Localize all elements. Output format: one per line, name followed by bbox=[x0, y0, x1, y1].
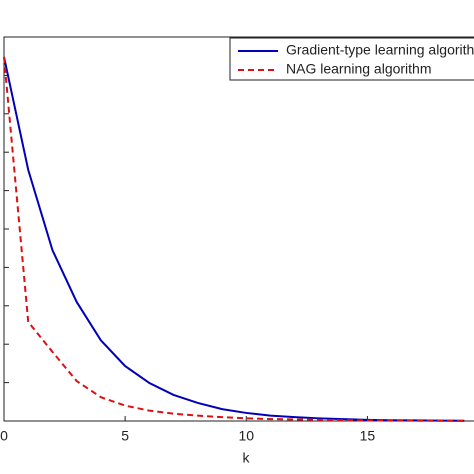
x-tick-label: 15 bbox=[360, 428, 376, 444]
x-axis-label: k bbox=[243, 450, 251, 466]
x-tick-label: 10 bbox=[238, 428, 254, 444]
legend-label: Gradient-type learning algorithm bbox=[286, 42, 474, 58]
legend-box bbox=[229, 37, 474, 81]
plot-frame bbox=[3, 36, 474, 422]
line bbox=[3, 56, 465, 422]
legend-label: NAG learning algorithm bbox=[286, 61, 432, 77]
x-tick-label: 5 bbox=[121, 428, 129, 444]
x-tick-label: 0 bbox=[0, 428, 8, 444]
